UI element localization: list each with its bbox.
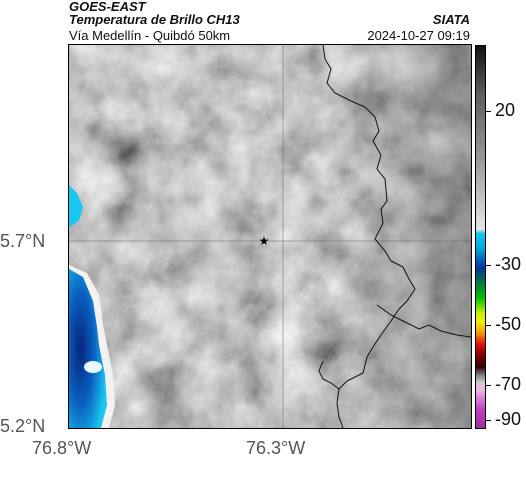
title-product: Temperatura de Brillo CH13 — [69, 12, 240, 27]
y-label-5-2: 5.2°N — [0, 416, 46, 436]
x-label-76-3: 76.3°W — [246, 438, 306, 458]
colorbar-tick-m30 — [486, 265, 491, 266]
title-datetime: 2024-10-27 09:19 — [367, 28, 470, 43]
cold-cloud-region — [69, 185, 83, 227]
department-border-2 — [376, 304, 471, 338]
map-svg: ★ — [69, 45, 471, 428]
colorbar-tick-m70 — [486, 385, 491, 386]
department-border — [322, 45, 416, 428]
colorbar — [475, 45, 486, 429]
y-label-5-7: 5.7°N — [0, 231, 46, 251]
cold-cloud-region-main — [69, 269, 107, 428]
colorbar-label-m50: -50 — [495, 314, 522, 334]
dark-overlay — [69, 45, 471, 428]
colorbar-label-m30: -30 — [495, 254, 522, 274]
colorbar-label-m90: -90 — [495, 409, 522, 429]
department-border-3 — [318, 360, 340, 390]
colorbar-tick-20 — [486, 111, 491, 112]
title-location: Vía Medellín - Quibdó 50km — [69, 28, 231, 43]
cold-cloud-spot — [84, 361, 102, 373]
star-icon: ★ — [259, 234, 270, 248]
x-label-76-8: 76.8°W — [32, 438, 92, 458]
colorbar-tick-m90 — [486, 420, 491, 421]
colorbar-label-20: 20 — [495, 100, 516, 120]
satellite-map[interactable]: ★ — [68, 44, 472, 429]
colorbar-tick-m50 — [486, 325, 491, 326]
colorbar-label-m70: -70 — [495, 374, 522, 394]
title-organization: SIATA — [432, 12, 470, 27]
title-satellite: GOES-EAST — [69, 0, 146, 14]
